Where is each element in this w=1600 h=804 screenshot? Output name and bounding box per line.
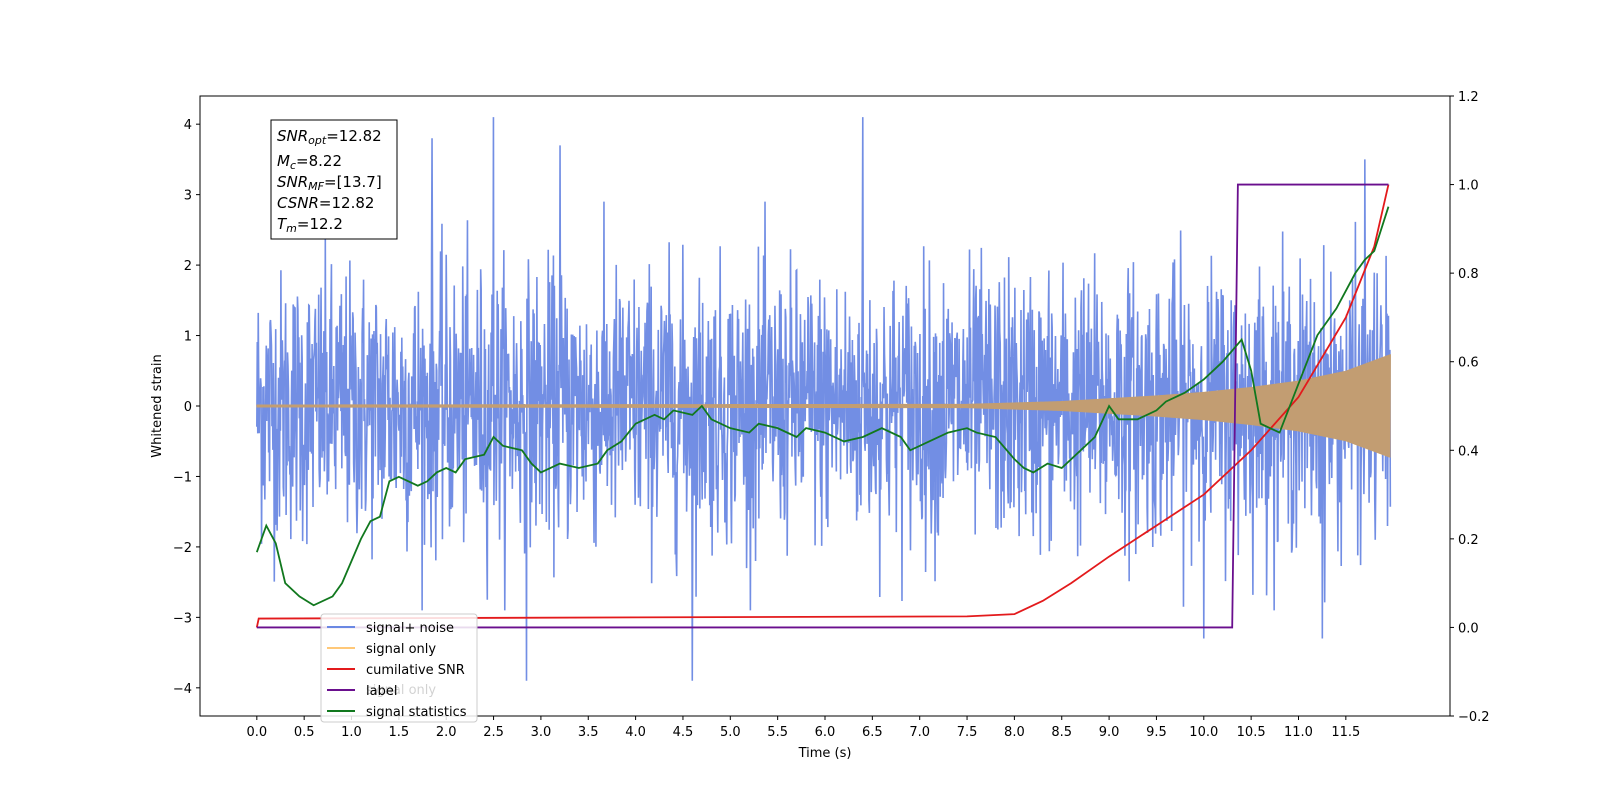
x-tick-label: 10.5 — [1237, 725, 1266, 740]
x-tick-label: 1.0 — [341, 725, 362, 740]
y2-tick-label: 0.2 — [1458, 533, 1479, 548]
stats-box-frame — [270, 119, 398, 240]
y-tick-label: −3 — [173, 611, 192, 626]
x-tick-label: 9.0 — [1099, 725, 1120, 740]
x-axis-title: Time (s) — [798, 746, 852, 761]
x-tick-label: 4.0 — [625, 725, 646, 740]
x-tick-label: 7.5 — [957, 725, 978, 740]
x-tick-label: 7.0 — [909, 725, 930, 740]
y2-tick-label: 1.2 — [1458, 90, 1479, 105]
y2-tick-label: 0.8 — [1458, 267, 1479, 282]
y2-tick-label: 0.6 — [1458, 356, 1479, 371]
stats-box: SNRopt=12.82 Mc=8.22 SNRMF=[13.7] CSNR=1… — [270, 119, 398, 240]
stats-line-mc: Mc=8.22 — [277, 152, 342, 172]
legend-label-signal-noise: signal+ noise — [366, 621, 454, 636]
x-tick-label: 3.5 — [578, 725, 599, 740]
stats-line-tm: Tm=12.2 — [277, 215, 343, 235]
x-tick-label: 0.5 — [294, 725, 315, 740]
series-signal-only — [256, 354, 1391, 458]
stats-line-snr-opt: SNRopt=12.82 — [277, 127, 382, 147]
x-tick-label: 3.0 — [531, 725, 552, 740]
series-signal-noise — [256, 117, 1392, 681]
x-tick-label: 6.5 — [862, 725, 883, 740]
legend-label-signal-statistics: signal statistics — [366, 705, 467, 720]
stats-line-snr-mf: SNRMF=[13.7] — [277, 173, 382, 193]
x-tick-label: 9.5 — [1146, 725, 1167, 740]
x-tick-label: 11.0 — [1284, 725, 1313, 740]
y-tick-label: −1 — [173, 470, 192, 485]
y-axis-title: Whitened strain — [150, 354, 165, 457]
y-tick-label: −2 — [173, 541, 192, 556]
y2-tick-label: 0.4 — [1458, 444, 1479, 459]
y-tick-label: 1 — [184, 330, 192, 345]
x-tick-label: 4.5 — [673, 725, 694, 740]
stats-line-csnr: CSNR=12.82 — [277, 194, 374, 212]
x-tick-label: 8.0 — [1004, 725, 1025, 740]
y2-tick-label: 1.0 — [1458, 179, 1479, 194]
y-tick-label: −4 — [173, 682, 192, 697]
x-tick-label: 1.5 — [389, 725, 410, 740]
y-tick-label: 3 — [184, 189, 192, 204]
legend-overlap-text: signal only — [366, 683, 436, 698]
legend-label-signal-only: signal only — [366, 642, 436, 657]
x-tick-label: 2.0 — [436, 725, 457, 740]
x-tick-label: 10.0 — [1189, 725, 1218, 740]
x-tick-label: 11.5 — [1331, 725, 1360, 740]
y-tick-label: 0 — [184, 400, 192, 415]
x-tick-label: 6.0 — [815, 725, 836, 740]
y-tick-label: 4 — [184, 118, 192, 133]
y2-tick-label: 0.0 — [1458, 621, 1479, 636]
series-cumulative-snr — [255, 184, 1390, 628]
series-signal-statistics — [255, 206, 1390, 607]
legend: signal only signal+ noise signal only cu… — [320, 613, 478, 723]
x-tick-label: 2.5 — [483, 725, 504, 740]
legend-frame — [320, 613, 478, 723]
legend-label-cumulative-snr: cumilative SNR — [366, 663, 465, 678]
x-tick-label: 5.0 — [720, 725, 741, 740]
y2-tick-label: −0.2 — [1458, 710, 1490, 725]
x-tick-label: 5.5 — [767, 725, 788, 740]
series-label — [256, 183, 1389, 629]
y-tick-label: 2 — [184, 259, 192, 274]
x-tick-label: 8.5 — [1051, 725, 1072, 740]
x-tick-label: 0.0 — [246, 725, 267, 740]
legend-label-label: label — [366, 684, 397, 699]
